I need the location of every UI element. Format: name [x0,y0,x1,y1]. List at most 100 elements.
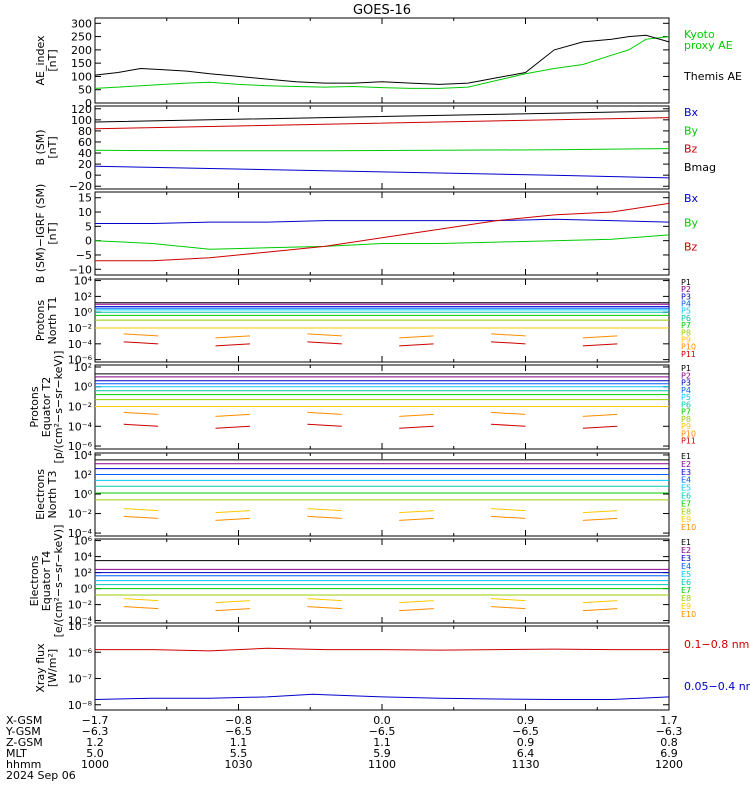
y-axis-title: ElectronsEquator T4[e/(cm²−s−sr−keV)] [28,525,65,638]
y-tick-label: 10⁴ [74,275,93,288]
panel-frame [94,17,670,104]
channel-line [215,335,251,339]
legend-entry: E3 [681,554,691,563]
channel-line [215,413,251,417]
legend-entry: Bx [684,106,699,119]
chart-title: GOES-16 [353,3,411,18]
channel-line [399,425,434,429]
panel-xray: 10⁻⁸ 10⁻⁷ 10⁻⁶ 10⁻⁵ Xray flux[W/m²] 0.1−0.8 n… [34,620,750,712]
y-axis-title: B (SM)[nT] [34,129,59,165]
x-tick-label: 1.1 [230,736,248,749]
legend-entry: 0.05−0.4 nm [684,680,750,693]
legend-entry: P4 [681,300,691,309]
x-tick-label: 5.0 [86,747,104,760]
y-axis-title: B (SM)−IGRF (SM)[nT] [34,184,59,284]
x-tick-label: 1200 [655,758,683,771]
legend-entry: Bz [684,143,698,156]
y-tick-label: 10 [78,206,92,219]
x-tick-label: 0.9 [517,736,535,749]
channel-line [491,598,526,602]
channel-line [491,508,526,512]
legend-entry: E4 [681,476,691,485]
y-tick-label: −5 [76,249,92,262]
panel-pt2: 10⁻⁶ 10⁻⁴ 10⁻² 10⁰ 10² ProtonsEquator T2[p/(c… [28,351,696,464]
y-tick-label: 10⁻⁴ [68,338,93,351]
legend-entry: P3 [681,379,691,388]
y-tick-label: 10⁻² [68,322,92,335]
channel-line [215,600,251,604]
legend-entry: P7 [681,321,691,330]
y-tick-label: 0 [85,169,92,182]
legend-entry: E6 [681,492,691,501]
channel-line [491,411,526,415]
y-tick-label: 10⁻² [68,508,92,521]
y-tick-label: 5 [85,220,92,233]
channel-line [491,423,526,427]
y-tick-label: 40 [78,147,92,160]
channel-line [307,508,342,512]
legend-entry: E9 [681,602,691,611]
y-tick-label: 80 [78,125,92,138]
channel-line [399,510,434,514]
channel-line [582,413,618,417]
legend-entry: P7 [681,408,691,417]
series-line-bmag [94,110,670,123]
y-axis-title: AE_index[nT] [34,35,59,86]
legend-entry: E3 [681,468,691,477]
legend-entry: E7 [681,586,691,595]
channel-line [582,335,618,339]
series-line-bz [94,117,670,130]
legend-entry: E2 [681,546,691,555]
x-tick-label: 0.8 [660,736,678,749]
channel-line [215,425,251,429]
channel-line [399,600,434,604]
x-row-label: MLT [6,747,27,760]
y-tick-label: 10⁻⁴ [68,527,93,540]
channel-line [399,335,434,339]
channel-line [123,341,159,345]
legend-entry: P8 [681,415,691,424]
x-tick-label: −6.5 [512,725,539,738]
legend-entry: E1 [681,538,691,547]
panel-frame [94,191,670,276]
x-row-label: hhmm [6,758,41,771]
y-tick-label: 20 [78,158,92,171]
y-axis-title: ElectronsNorth T3 [34,469,59,520]
channel-line [307,341,342,345]
channel-line [399,413,434,417]
legend-entry: Kyoto proxy AE [684,28,733,52]
x-tick-label: 6.9 [660,747,678,760]
channel-line [582,343,618,347]
y-tick-label: 60 [78,136,92,149]
x-row-label: 2024 Sep 06 [6,769,76,782]
channel-line [491,606,526,610]
x-tick-label: −6.5 [369,725,396,738]
panel-et3: 10⁻⁴ 10⁻² 10⁰ 10² 10⁴ ElectronsNorth T3 E1E2E3… [34,449,696,540]
legend-entry: By [684,124,699,137]
channel-line [123,508,159,512]
panel-frame [94,452,670,537]
panel-et4: 10⁻⁴ 10⁻² 10⁰ 10² 10⁴ 10⁶ ElectronsEquator T4[… [28,525,696,638]
channel-line [215,510,251,514]
series-line-0-1-0-8-nm [95,647,669,652]
channel-line [582,510,618,514]
legend-entry: E10 [681,610,696,619]
y-tick-label: 10⁻⁵ [68,620,92,633]
x-tick-label: 1030 [225,758,253,771]
y-tick-label: 10² [74,361,92,374]
legend-entry: Bmag [684,161,716,174]
x-tick-label: 1.1 [373,736,391,749]
channel-line [399,343,434,347]
channel-line [215,343,251,347]
y-tick-label: 50 [78,84,92,97]
y-tick-label: 10⁰ [74,583,93,596]
series-line-0-05-0-4-nm [94,693,670,700]
legend-entry: E10 [681,523,696,532]
legend-entry: E1 [681,452,691,461]
legend-entry: P1 [681,364,691,373]
series-line-bx [95,218,670,224]
y-tick-label: 15 [78,192,92,205]
legend-entry: P10 [681,343,696,352]
y-axis-title: ProtonsNorth T1 [34,297,59,345]
